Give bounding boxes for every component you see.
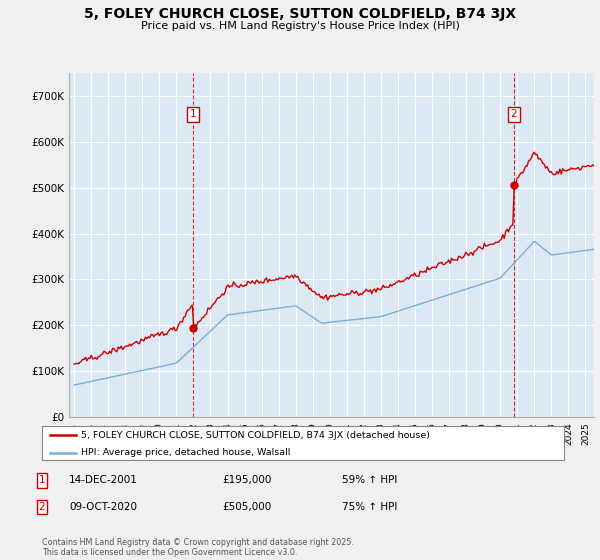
Text: 5, FOLEY CHURCH CLOSE, SUTTON COLDFIELD, B74 3JX: 5, FOLEY CHURCH CLOSE, SUTTON COLDFIELD,… [84,7,516,21]
Text: 2: 2 [511,109,517,119]
Text: 2: 2 [38,502,46,512]
Text: 1: 1 [190,109,196,119]
Text: 5, FOLEY CHURCH CLOSE, SUTTON COLDFIELD, B74 3JX (detached house): 5, FOLEY CHURCH CLOSE, SUTTON COLDFIELD,… [81,431,430,440]
Text: Contains HM Land Registry data © Crown copyright and database right 2025.
This d: Contains HM Land Registry data © Crown c… [42,538,354,557]
Text: £505,000: £505,000 [222,502,271,512]
Text: 75% ↑ HPI: 75% ↑ HPI [342,502,397,512]
Text: £195,000: £195,000 [222,475,271,486]
Text: 09-OCT-2020: 09-OCT-2020 [69,502,137,512]
Text: 14-DEC-2001: 14-DEC-2001 [69,475,138,486]
Text: 1: 1 [38,475,46,486]
Text: 59% ↑ HPI: 59% ↑ HPI [342,475,397,486]
Text: HPI: Average price, detached house, Walsall: HPI: Average price, detached house, Wals… [81,448,290,457]
Text: Price paid vs. HM Land Registry's House Price Index (HPI): Price paid vs. HM Land Registry's House … [140,21,460,31]
